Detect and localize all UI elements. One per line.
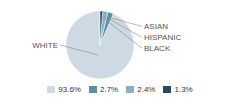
svg-text:HISPANIC: HISPANIC bbox=[144, 33, 181, 42]
html-text:2.7%: 2.7% bbox=[100, 84, 119, 94]
html-text:1.3%: 1.3% bbox=[174, 84, 193, 94]
html-text:2.4%: 2.4% bbox=[137, 84, 156, 94]
svg-text:BLACK: BLACK bbox=[144, 44, 171, 53]
html-text:93.6%: 93.6% bbox=[58, 84, 81, 94]
svg-text:ASIAN: ASIAN bbox=[144, 22, 168, 31]
svg-text:WHITE: WHITE bbox=[32, 41, 58, 50]
